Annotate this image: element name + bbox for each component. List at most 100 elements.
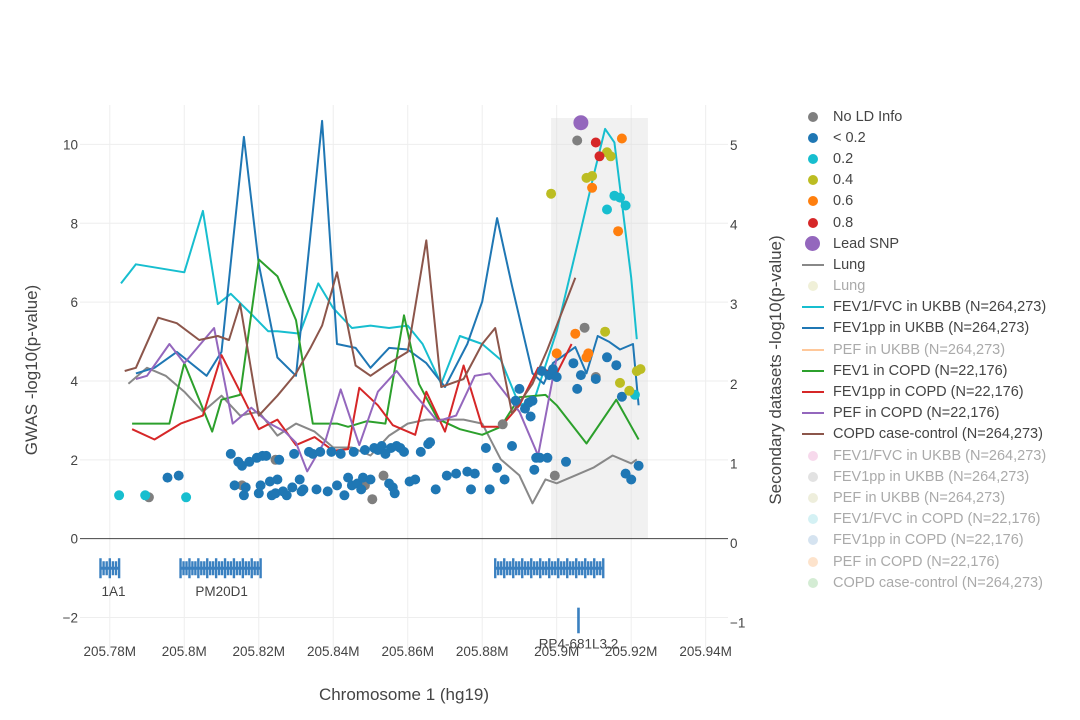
- gene-exon: [99, 558, 102, 579]
- legend-item[interactable]: No LD Info: [802, 106, 1077, 127]
- legend-item[interactable]: Lung: [802, 276, 1077, 297]
- x-tick-label: 205.9M: [534, 644, 579, 659]
- legend-item[interactable]: FEV1/FVC in UKBB (N=264,273): [802, 445, 1077, 466]
- gene-exon: [587, 561, 590, 576]
- snp-point: [376, 441, 387, 451]
- legend-item[interactable]: 0.8: [802, 212, 1077, 233]
- legend-symbol: [802, 258, 824, 272]
- snp-point: [356, 484, 367, 495]
- y-tick-label: 2: [70, 453, 78, 468]
- snp-point: [572, 383, 583, 394]
- gene-exon: [593, 558, 596, 579]
- legend-item[interactable]: FEV1/FVC in COPD (N=22,176): [802, 509, 1077, 530]
- snp-point: [480, 443, 491, 453]
- gene-exon: [551, 561, 554, 576]
- legend-item[interactable]: PEF in UKBB (N=264,273): [802, 487, 1077, 508]
- legend-item[interactable]: Lung: [802, 254, 1077, 275]
- gene-exon: [524, 561, 527, 576]
- snp-point: [181, 492, 192, 503]
- snp-point: [326, 446, 337, 457]
- legend-item[interactable]: 0.2: [802, 148, 1077, 169]
- gene-exon: [108, 558, 111, 579]
- gene-exon: [194, 561, 197, 576]
- snp-point: [624, 385, 635, 396]
- gene-exon: [197, 558, 200, 579]
- legend: No LD Info < 0.2 0.2 0.4 0.6 0.8 Lead SNP Lung L…: [802, 106, 1077, 593]
- legend-symbol: [802, 173, 824, 187]
- x-tick-label: 205.8M: [162, 644, 207, 659]
- legend-item[interactable]: COPD case-control (N=264,273): [802, 572, 1077, 593]
- snp-point: [322, 486, 333, 497]
- snp-point: [441, 470, 452, 481]
- legend-item[interactable]: FEV1pp in UKBB (N=264,273): [802, 318, 1077, 339]
- y2-tick-label: 5: [730, 138, 738, 153]
- legend-item[interactable]: FEV1pp in COPD (N=22,176): [802, 530, 1077, 551]
- legend-item[interactable]: FEV1pp in COPD (N=22,176): [802, 381, 1077, 402]
- gene-exon: [497, 561, 500, 576]
- highlight-region: [551, 118, 648, 539]
- gene-exon: [560, 561, 563, 576]
- y2-tick-label: 1: [730, 456, 738, 471]
- legend-label: FEV1pp in COPD (N=22,176): [833, 532, 1024, 549]
- gene-exon: [223, 558, 227, 579]
- legend-item[interactable]: < 0.2: [802, 127, 1077, 148]
- snp-point: [399, 446, 409, 457]
- snp-point: [510, 395, 521, 406]
- snp-point: [272, 474, 283, 485]
- axes: 205.78M 205.8M 205.82M 205.84M 205.86M 205.88…: [63, 137, 746, 659]
- legend-label: FEV1pp in UKBB (N=264,273): [833, 320, 1030, 337]
- gene-exon: [563, 561, 566, 576]
- legend-item[interactable]: PEF in COPD (N=22,176): [802, 403, 1077, 424]
- snp-point: [587, 171, 598, 181]
- y2-tick-label: −1: [730, 616, 745, 631]
- legend-label: FEV1/FVC in UKBB (N=264,273): [833, 299, 1047, 316]
- snp-point: [594, 151, 605, 162]
- y2-axis-title: Secondary datasets -log10(p-value): [766, 235, 785, 504]
- legend-symbol: [802, 512, 824, 526]
- snp-point: [568, 358, 579, 369]
- y-tick-label: 4: [70, 374, 78, 389]
- legend-item[interactable]: 0.4: [802, 170, 1077, 191]
- gene-label: RP4-681L3.2: [539, 636, 619, 651]
- gene-exon: [206, 558, 209, 579]
- snp-point: [173, 470, 184, 481]
- snp-point: [348, 446, 359, 457]
- legend-item[interactable]: FEV1pp in UKBB (N=264,273): [802, 466, 1077, 487]
- snp-point: [549, 470, 560, 481]
- snp-point: [590, 374, 601, 384]
- legend-item[interactable]: FEV1/FVC in UKBB (N=264,273): [802, 297, 1077, 318]
- gene-exon: [569, 561, 572, 576]
- gene-exon: [554, 561, 557, 576]
- legend-item[interactable]: Lead SNP: [802, 233, 1077, 254]
- gene-exon: [241, 558, 245, 579]
- snp-point: [425, 437, 436, 448]
- gene-exon: [111, 561, 115, 576]
- snp-point: [611, 360, 622, 371]
- gene-exon: [596, 561, 599, 576]
- y-tick-label: 0: [70, 532, 78, 547]
- gene-track: 1A1 PM20D1 RP4-681L3.2: [99, 558, 618, 651]
- y2-tick-label: 0: [730, 536, 738, 551]
- gene-exon: [259, 558, 262, 579]
- gene-exon: [533, 561, 536, 576]
- y-tick-label: −2: [63, 611, 78, 626]
- gene-exon: [211, 561, 215, 576]
- gene-exon: [244, 561, 247, 576]
- gene-exon: [575, 558, 578, 579]
- legend-label: COPD case-control (N=264,273): [833, 426, 1043, 443]
- x-tick-label: 205.84M: [307, 644, 360, 659]
- legend-item[interactable]: PEF in COPD (N=22,176): [802, 551, 1077, 572]
- legend-item[interactable]: FEV1 in COPD (N=22,176): [802, 360, 1077, 381]
- legend-item[interactable]: PEF in UKBB (N=264,273): [802, 339, 1077, 360]
- snp-point: [365, 474, 376, 485]
- series-line: [132, 258, 640, 445]
- gene-exon: [191, 561, 194, 576]
- snp-point: [253, 488, 264, 499]
- snp-point: [343, 472, 354, 483]
- legend-label: FEV1pp in COPD (N=22,176): [833, 384, 1024, 401]
- legend-item[interactable]: 0.6: [802, 191, 1077, 212]
- x-tick-label: 205.94M: [679, 644, 732, 659]
- series-line: [127, 366, 638, 505]
- legend-item[interactable]: COPD case-control (N=264,273): [802, 424, 1077, 445]
- snp-point: [335, 448, 346, 459]
